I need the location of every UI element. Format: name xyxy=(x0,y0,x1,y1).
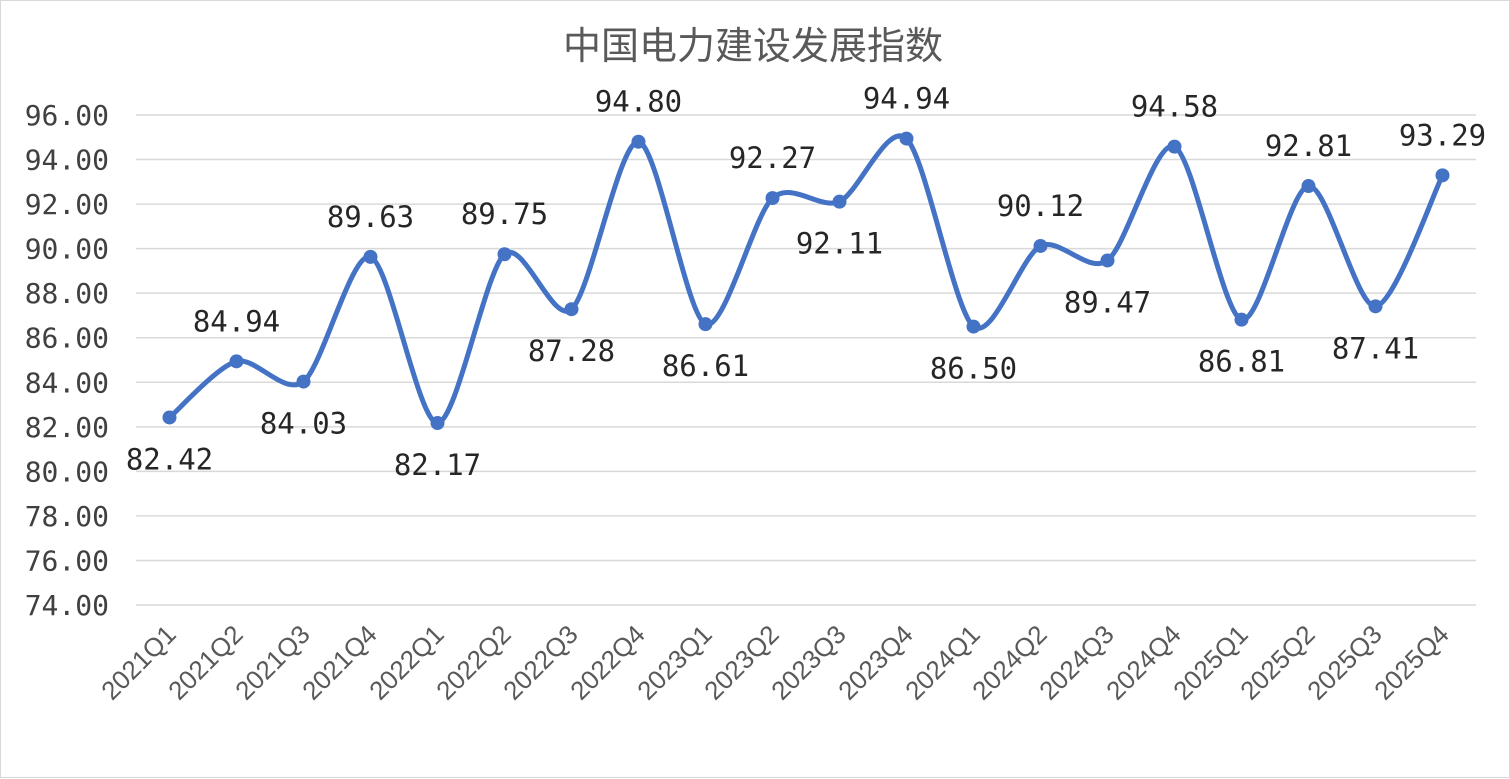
data-point xyxy=(765,191,780,206)
data-label: 82.17 xyxy=(394,448,481,482)
data-label: 84.94 xyxy=(193,304,280,338)
data-point xyxy=(564,302,579,317)
data-points xyxy=(162,131,1450,431)
data-label: 89.63 xyxy=(327,200,414,234)
data-point xyxy=(229,354,244,369)
y-tick-label: 92.00 xyxy=(25,188,109,221)
y-tick-label: 74.00 xyxy=(25,589,109,622)
chart-title: 中国电力建设发展指数 xyxy=(563,24,943,68)
y-tick-label: 86.00 xyxy=(25,322,109,355)
y-tick-label: 96.00 xyxy=(25,99,109,132)
data-label: 94.80 xyxy=(595,85,682,119)
gridlines xyxy=(136,114,1476,606)
y-tick-label: 88.00 xyxy=(25,277,109,310)
x-tick-label: 2021Q4 xyxy=(296,619,383,706)
data-label: 92.11 xyxy=(796,227,883,261)
x-tick-label: 2023Q2 xyxy=(698,619,785,706)
data-point xyxy=(966,319,981,334)
data-label: 90.12 xyxy=(997,189,1084,223)
y-tick-label: 90.00 xyxy=(25,233,109,266)
y-tick-label: 78.00 xyxy=(25,500,109,533)
y-tick-label: 76.00 xyxy=(25,544,109,577)
data-label: 82.42 xyxy=(126,442,213,476)
data-label: 86.50 xyxy=(930,352,1017,386)
data-point xyxy=(162,410,177,425)
data-point xyxy=(832,194,847,209)
x-tick-label: 2021Q2 xyxy=(162,619,249,706)
data-point xyxy=(698,317,713,332)
data-label: 84.03 xyxy=(260,407,347,441)
x-tick-label: 2023Q3 xyxy=(765,619,852,706)
data-point xyxy=(1033,238,1048,253)
data-label: 89.47 xyxy=(1064,285,1151,319)
x-tick-label: 2025Q3 xyxy=(1301,619,1388,706)
data-label: 86.61 xyxy=(662,349,749,383)
x-tick-label: 2022Q2 xyxy=(430,619,517,706)
x-tick-label: 2022Q4 xyxy=(564,619,651,706)
x-tick-label: 2022Q3 xyxy=(497,619,584,706)
y-tick-label: 82.00 xyxy=(25,411,109,444)
data-point xyxy=(1368,299,1383,314)
data-point xyxy=(899,131,914,146)
data-point xyxy=(1167,139,1182,154)
x-tick-label: 2025Q2 xyxy=(1234,619,1321,706)
x-tick-label: 2021Q3 xyxy=(229,619,316,706)
data-point xyxy=(1435,168,1450,183)
data-point xyxy=(430,416,445,431)
x-tick-label: 2024Q3 xyxy=(1033,619,1120,706)
data-label: 87.28 xyxy=(528,334,615,368)
x-tick-label: 2024Q4 xyxy=(1100,619,1187,706)
series-line xyxy=(167,133,1445,426)
data-label: 94.94 xyxy=(863,82,950,116)
x-tick-label: 2023Q4 xyxy=(832,619,919,706)
y-axis-ticks: 74.00 76.00 78.00 80.00 82.00 84.00 86.00 88.00… xyxy=(25,99,109,622)
data-labels: 82.42 84.94 84.03 89.63 82.17 89.75 87.28 94.80… xyxy=(126,82,1486,482)
x-tick-label: 2025Q4 xyxy=(1368,619,1455,706)
data-point xyxy=(363,249,378,264)
data-label: 93.29 xyxy=(1399,118,1486,152)
x-tick-label: 2024Q2 xyxy=(966,619,1053,706)
x-tick-label: 2022Q1 xyxy=(363,619,450,706)
data-label: 94.58 xyxy=(1131,90,1218,124)
data-point xyxy=(631,134,646,149)
y-tick-label: 84.00 xyxy=(25,366,109,399)
x-tick-label: 2025Q1 xyxy=(1167,619,1254,706)
data-point xyxy=(1234,312,1249,327)
y-tick-label: 94.00 xyxy=(25,144,109,177)
x-tick-label: 2024Q1 xyxy=(899,619,986,706)
data-label: 92.81 xyxy=(1265,129,1352,163)
data-point xyxy=(1301,179,1316,194)
data-point xyxy=(296,374,311,389)
data-label: 89.75 xyxy=(461,197,548,231)
data-point xyxy=(1100,253,1115,268)
y-tick-label: 80.00 xyxy=(25,455,109,488)
data-label: 87.41 xyxy=(1332,331,1419,365)
data-label: 92.27 xyxy=(729,141,816,175)
data-label: 86.81 xyxy=(1198,345,1285,379)
x-tick-label: 2023Q1 xyxy=(631,619,718,706)
x-axis-ticks: 2021Q12021Q22021Q32021Q42022Q12022Q22022… xyxy=(95,619,1455,706)
data-point xyxy=(497,247,512,262)
x-tick-label: 2021Q1 xyxy=(95,619,182,706)
